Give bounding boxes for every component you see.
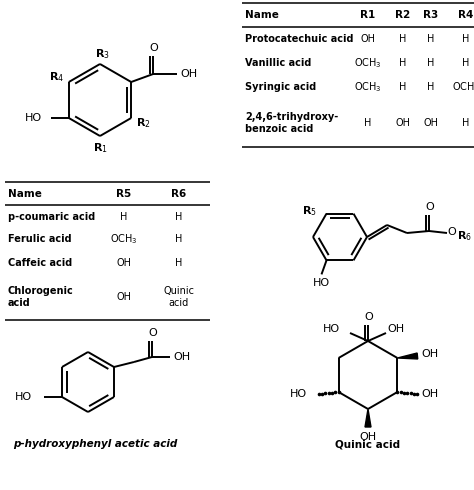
Text: p-hydroxyphenyl acetic acid: p-hydroxyphenyl acetic acid — [13, 439, 177, 449]
Text: H: H — [399, 58, 407, 68]
Text: acid: acid — [8, 298, 31, 308]
Text: Protocatechuic acid: Protocatechuic acid — [245, 34, 354, 44]
Text: OH: OH — [359, 432, 376, 442]
Text: H: H — [428, 82, 435, 92]
Text: HO: HO — [25, 113, 42, 123]
Text: OH: OH — [421, 349, 438, 359]
Text: O: O — [426, 202, 434, 212]
Polygon shape — [365, 409, 371, 427]
Text: H: H — [462, 58, 470, 68]
Text: R$_1$: R$_1$ — [92, 141, 108, 155]
Text: p-coumaric acid: p-coumaric acid — [8, 212, 95, 221]
Text: Quinic acid: Quinic acid — [336, 439, 401, 449]
Text: H: H — [365, 118, 372, 128]
Text: OH: OH — [387, 324, 405, 334]
Text: R5: R5 — [117, 189, 132, 199]
Text: H: H — [428, 34, 435, 44]
Text: Syringic acid: Syringic acid — [245, 82, 316, 92]
Text: R1: R1 — [360, 10, 375, 21]
Text: Vanillic acid: Vanillic acid — [245, 58, 311, 68]
Text: R$_2$: R$_2$ — [136, 116, 151, 130]
Text: H: H — [462, 34, 470, 44]
Text: H: H — [399, 82, 407, 92]
Text: R$_4$: R$_4$ — [49, 70, 64, 84]
Text: R3: R3 — [423, 10, 438, 21]
Text: Name: Name — [8, 189, 42, 199]
Text: OH: OH — [181, 69, 198, 79]
Text: H: H — [399, 34, 407, 44]
Text: OCH$_3$: OCH$_3$ — [110, 233, 138, 246]
Text: HO: HO — [313, 278, 330, 289]
Text: R$_3$: R$_3$ — [94, 47, 109, 61]
Text: OH: OH — [117, 292, 131, 302]
Text: R6: R6 — [172, 189, 187, 199]
Text: O: O — [150, 43, 158, 53]
Text: R2: R2 — [395, 10, 410, 21]
Text: OCH$_3$: OCH$_3$ — [354, 80, 382, 94]
Text: H: H — [175, 235, 182, 245]
Text: Quinic: Quinic — [164, 286, 194, 296]
Text: 2,4,6-trihydroxy-: 2,4,6-trihydroxy- — [245, 112, 338, 122]
Text: HO: HO — [290, 389, 307, 399]
Text: Name: Name — [245, 10, 279, 21]
Text: OH: OH — [421, 389, 438, 399]
Text: H: H — [175, 212, 182, 221]
Text: OH: OH — [117, 258, 131, 268]
Text: Caffeic acid: Caffeic acid — [8, 258, 72, 268]
Text: R$_5$: R$_5$ — [302, 204, 317, 218]
Text: OCH$_3$: OCH$_3$ — [452, 80, 474, 94]
Polygon shape — [397, 353, 418, 359]
Text: HO: HO — [323, 324, 340, 334]
Text: OCH$_3$: OCH$_3$ — [354, 56, 382, 70]
Text: Chlorogenic: Chlorogenic — [8, 286, 74, 296]
Text: O: O — [365, 312, 374, 322]
Text: O: O — [447, 227, 456, 237]
Text: Ferulic acid: Ferulic acid — [8, 235, 72, 245]
Text: O: O — [149, 328, 157, 338]
Text: H: H — [462, 118, 470, 128]
Text: H: H — [120, 212, 128, 221]
Text: H: H — [428, 58, 435, 68]
Text: R$_6$: R$_6$ — [457, 229, 473, 243]
Text: benzoic acid: benzoic acid — [245, 124, 313, 134]
Text: acid: acid — [169, 298, 189, 308]
Text: H: H — [175, 258, 182, 268]
Text: OH: OH — [361, 34, 375, 44]
Text: OH: OH — [395, 118, 410, 128]
Text: OH: OH — [423, 118, 438, 128]
Text: R4: R4 — [458, 10, 474, 21]
Text: HO: HO — [15, 392, 32, 402]
Text: OH: OH — [173, 352, 191, 362]
